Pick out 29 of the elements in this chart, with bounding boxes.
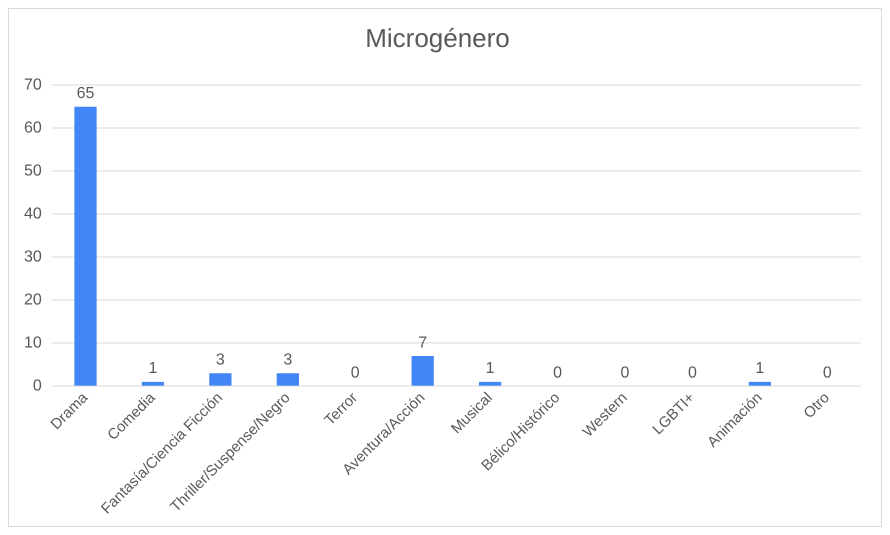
data-label: 0 [620, 364, 630, 382]
y-tick-label: 40 [24, 206, 42, 223]
bar [142, 382, 164, 386]
y-tick-label: 20 [24, 292, 42, 309]
y-tick-label: 10 [24, 334, 42, 352]
y-tick-label: 0 [32, 378, 42, 395]
bar [412, 356, 434, 386]
data-label: 7 [418, 334, 428, 352]
data-label: 0 [350, 364, 360, 382]
data-label: 1 [148, 360, 158, 378]
data-label: 0 [688, 364, 697, 382]
y-tick-label: 60 [24, 120, 42, 137]
bar [74, 106, 97, 386]
bar [209, 373, 232, 386]
bar [276, 373, 299, 386]
data-label: 0 [553, 364, 562, 382]
y-tick-label: 30 [24, 248, 42, 266]
bar [748, 382, 771, 386]
chart-title: Microgénero [365, 22, 510, 53]
x-tick-label: Otro [800, 389, 834, 422]
y-tick-label: 70 [24, 76, 42, 94]
data-label: 1 [755, 360, 764, 378]
data-label: 3 [216, 352, 225, 369]
data-label: 0 [822, 364, 832, 382]
bar [478, 382, 502, 386]
data-label: 1 [486, 360, 495, 378]
data-label: 3 [283, 352, 292, 369]
y-tick-label: 50 [24, 162, 42, 180]
data-label: 65 [76, 85, 95, 102]
